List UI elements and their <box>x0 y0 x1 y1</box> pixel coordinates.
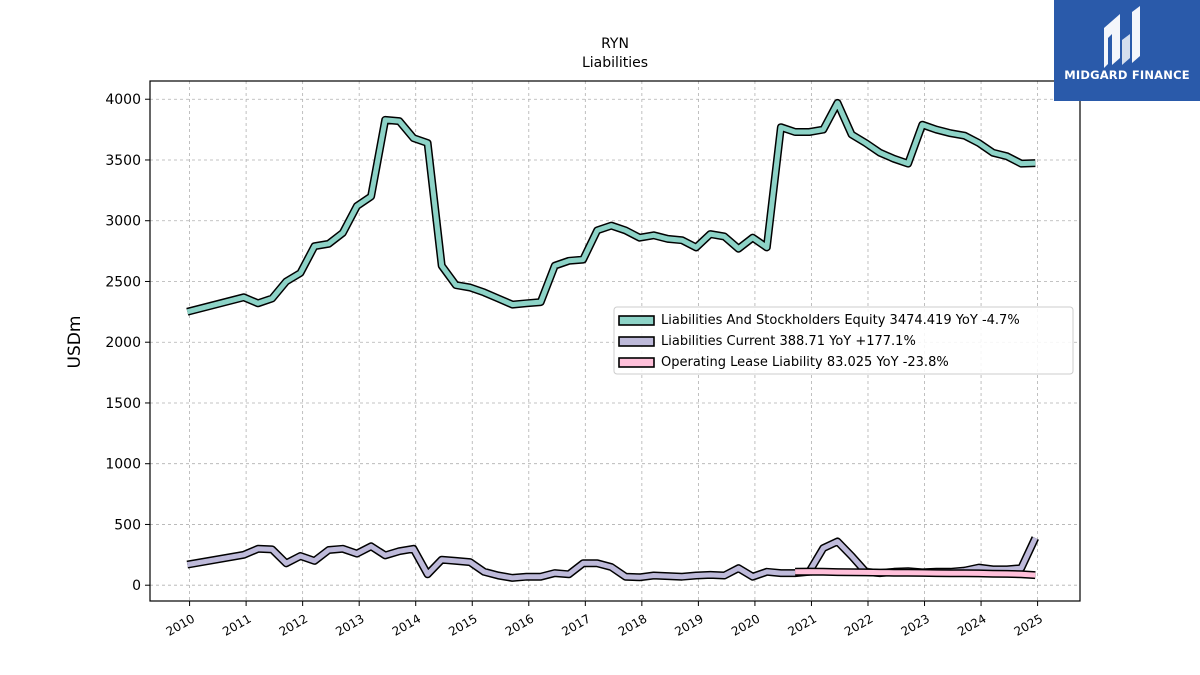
x-tick-label: 2024 <box>955 611 988 638</box>
x-tick-label: 2016 <box>503 611 536 638</box>
y-tick-label: 2500 <box>105 274 141 290</box>
plot-frame <box>149 80 1081 602</box>
legend-swatch <box>618 336 655 347</box>
y-tick-label: 1000 <box>105 457 141 473</box>
y-tick-label: 4000 <box>105 92 141 108</box>
legend-label: Operating Lease Liability 83.025 YoY -23… <box>661 355 949 370</box>
y-tick-label: 2000 <box>105 335 141 351</box>
chart-title: RYN <box>601 36 629 52</box>
x-tick-label: 2021 <box>786 611 819 638</box>
y-tick-label: 3500 <box>105 153 141 169</box>
y-ticks: 0 500 1000 1500 2000 2500 3000 3500 4000 <box>105 92 150 594</box>
legend-item: Operating Lease Liability 83.025 YoY -23… <box>618 355 949 370</box>
x-tick-label: 2018 <box>616 611 649 638</box>
brand-name: MIDGARD FINANCE <box>1064 68 1190 82</box>
series-line <box>795 569 1036 578</box>
legend-item: Liabilities Current 388.71 YoY +177.1% <box>618 334 916 349</box>
x-tick-label: 2022 <box>842 611 875 638</box>
x-tick-label: 2015 <box>446 611 479 638</box>
x-ticks: 2010 2011 2012 2013 2014 2015 2016 2017 2018 2019… <box>164 601 1045 639</box>
x-tick-label: 2017 <box>559 611 592 638</box>
x-tick-label: 2012 <box>277 611 310 638</box>
x-tick-label: 2023 <box>899 611 932 638</box>
y-tick-label: 500 <box>114 517 141 533</box>
legend-item: Liabilities And Stockholders Equity 3474… <box>618 313 1020 328</box>
x-tick-label: 2010 <box>164 611 197 638</box>
y-axis-label: USDm <box>65 316 85 369</box>
legend-frame <box>613 306 1074 375</box>
x-tick-label: 2014 <box>390 611 423 638</box>
series-line-outline <box>186 98 1036 316</box>
legend: Liabilities And Stockholders Equity 3474… <box>613 306 1074 375</box>
legend-label: Liabilities Current 388.71 YoY +177.1% <box>661 334 916 349</box>
midgard-logo-icon <box>1104 6 1140 68</box>
x-tick-label: 2025 <box>1012 611 1045 638</box>
chart-subtitle: Liabilities <box>582 55 648 71</box>
x-tick-label: 2011 <box>220 611 253 638</box>
legend-swatch <box>618 357 655 368</box>
y-tick-label: 3000 <box>105 214 141 230</box>
legend-label: Liabilities And Stockholders Equity 3474… <box>661 313 1020 328</box>
series-line <box>186 100 1036 315</box>
series-group <box>186 98 1039 582</box>
x-tick-label: 2013 <box>333 611 366 638</box>
series-0 <box>186 98 1036 316</box>
brand-logo: MIDGARD FINANCE <box>1054 0 1200 101</box>
y-tick-label: 0 <box>132 578 141 594</box>
legend-swatch <box>618 315 655 326</box>
x-tick-label: 2019 <box>672 611 705 638</box>
x-tick-label: 2020 <box>729 611 762 638</box>
y-tick-label: 1500 <box>105 396 141 412</box>
series-2 <box>795 567 1036 580</box>
